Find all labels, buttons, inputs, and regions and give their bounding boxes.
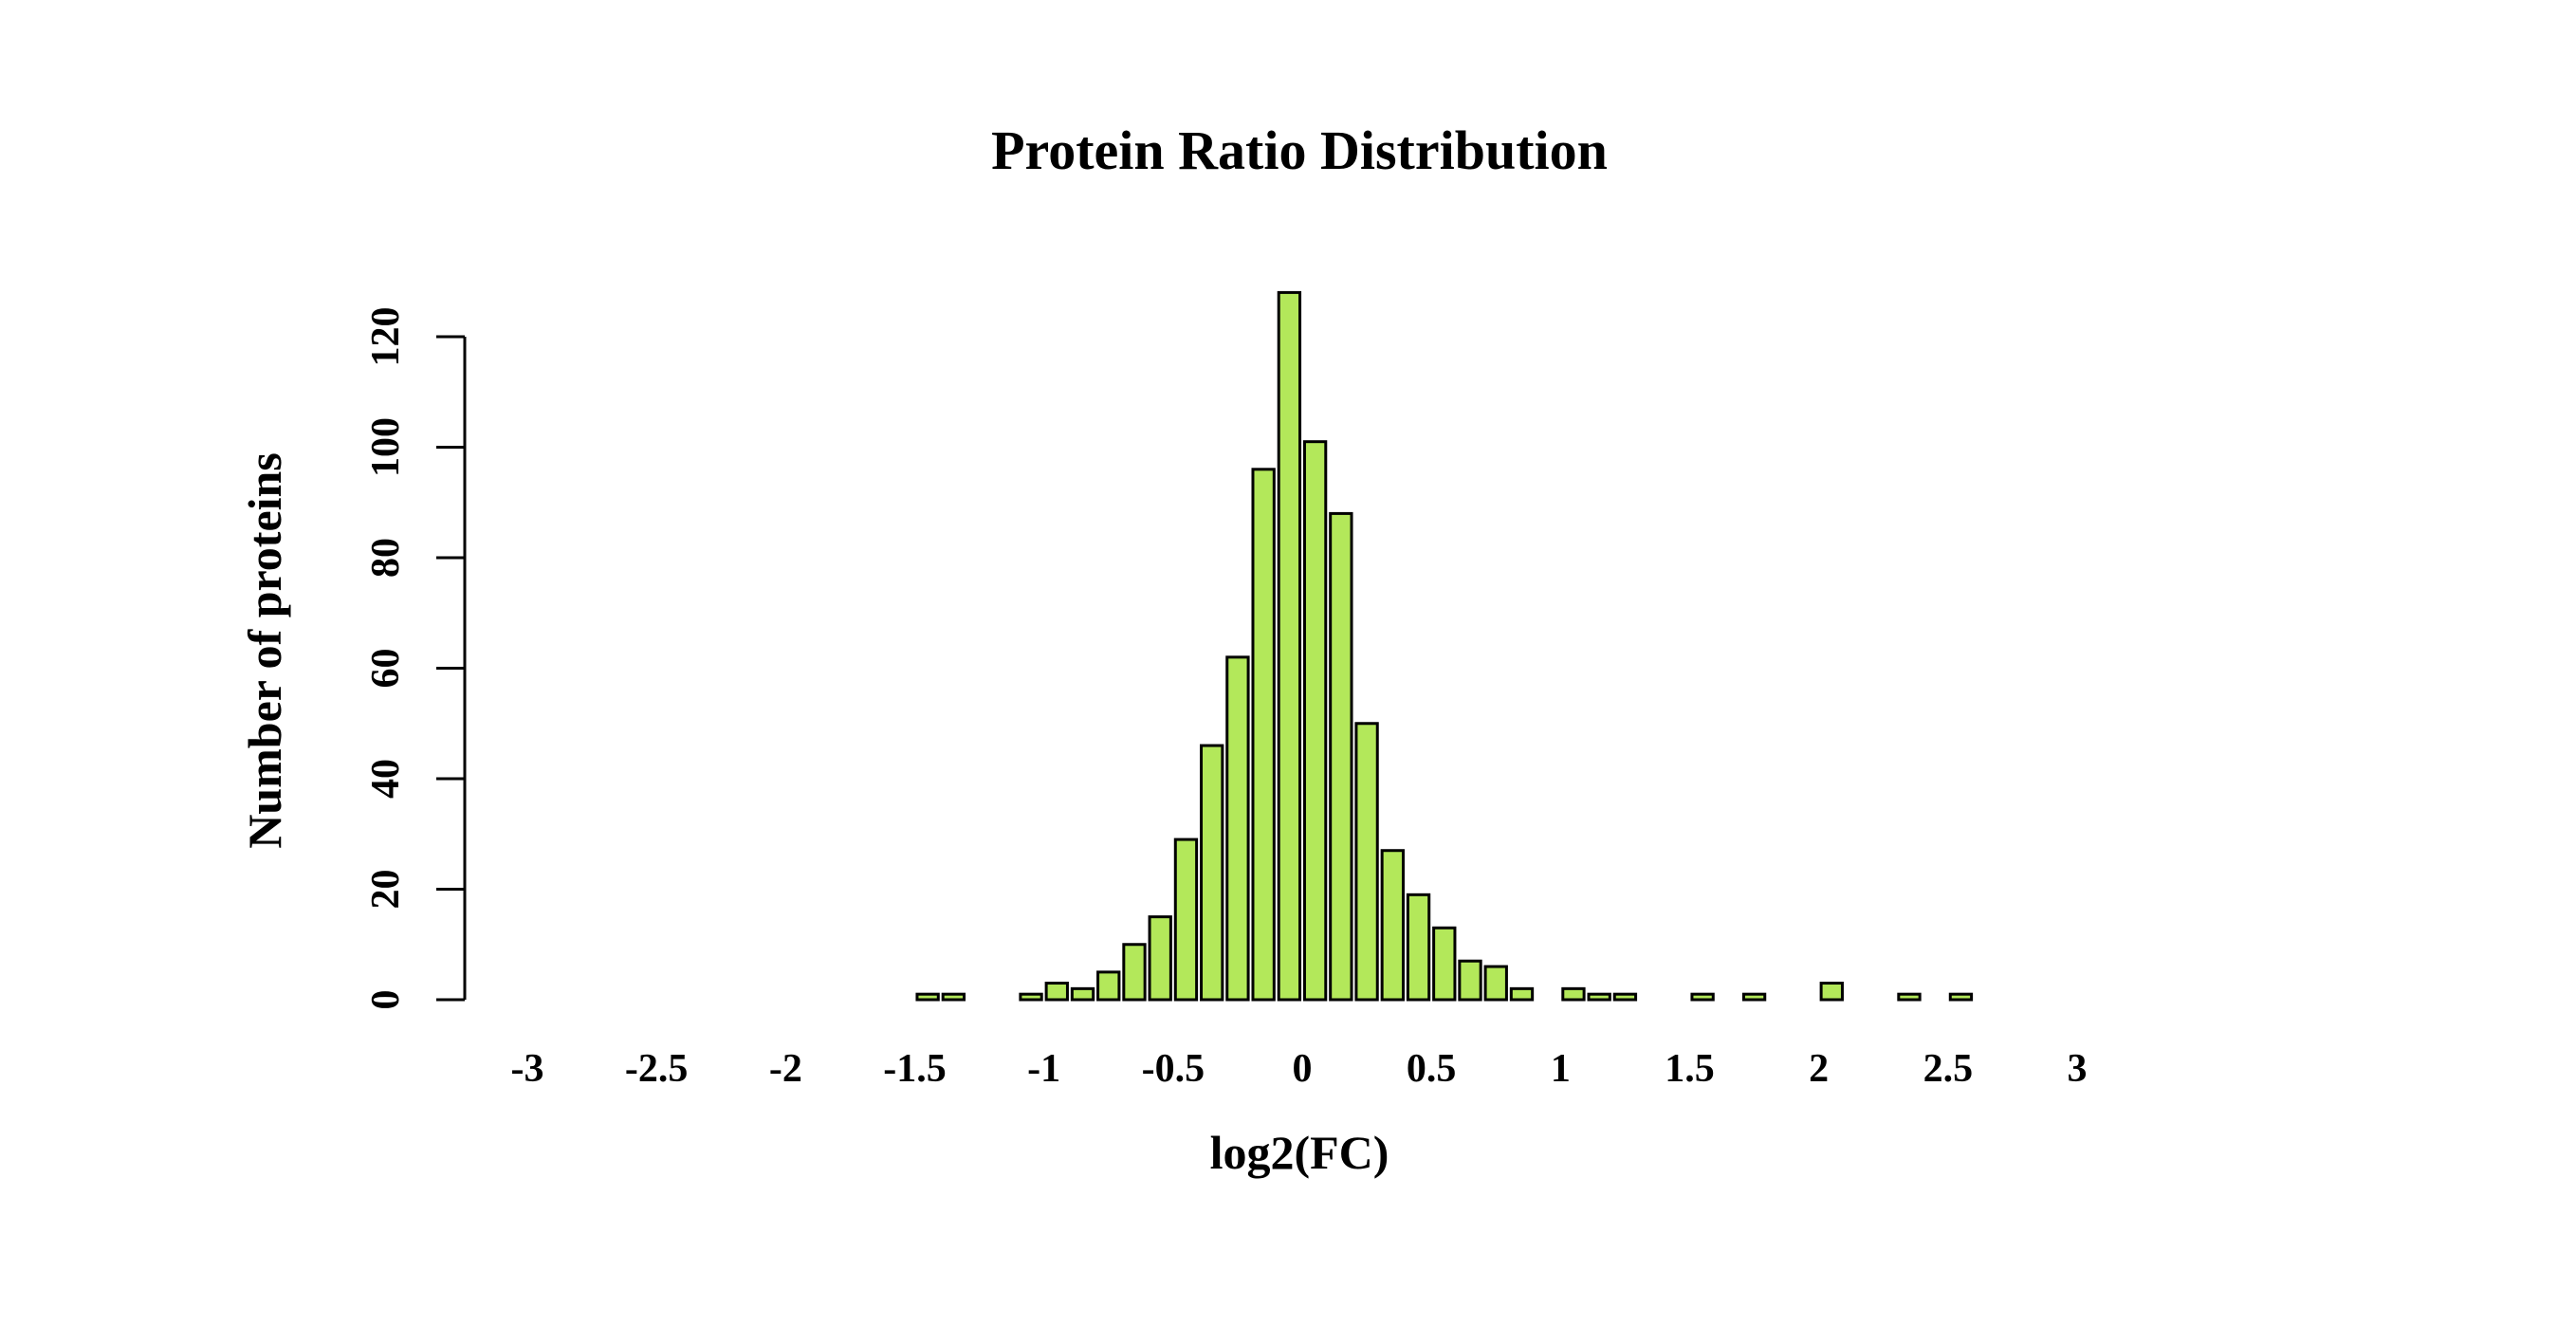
bar xyxy=(1458,959,1482,1002)
bar xyxy=(1819,982,1844,1002)
bar xyxy=(1096,970,1121,1002)
bar xyxy=(1561,986,1586,1002)
bar xyxy=(1122,943,1147,1002)
bar xyxy=(1948,992,1974,1002)
y-tick-label: 120 xyxy=(364,307,408,367)
x-axis-title: log2(FC) xyxy=(1210,1126,1389,1179)
x-tick-label: 0.5 xyxy=(1407,1047,1457,1091)
bar xyxy=(1612,992,1638,1002)
y-tick-label: 60 xyxy=(364,649,408,689)
bar xyxy=(1509,986,1535,1002)
bar xyxy=(1070,986,1095,1002)
y-tick-label: 40 xyxy=(364,759,408,799)
bar xyxy=(1380,849,1405,1002)
x-tick-label: -2.5 xyxy=(625,1047,689,1091)
y-axis-title: Number of proteins xyxy=(238,452,291,849)
bar xyxy=(1200,744,1224,1002)
bar xyxy=(1741,992,1767,1002)
bar xyxy=(1354,722,1379,1002)
x-tick-label: -2 xyxy=(769,1047,802,1091)
bar xyxy=(1406,893,1431,1002)
bar xyxy=(1329,511,1353,1002)
y-tick-label: 20 xyxy=(364,870,408,910)
bar xyxy=(1148,915,1172,1002)
x-axis: -3 -2.5 -2 -1.5 -1 -0.5 0 0.5 1 1.5 2 2.5 3 xyxy=(511,1047,2088,1091)
bar xyxy=(1302,440,1328,1002)
chart-title: Protein Ratio Distribution xyxy=(991,120,1608,181)
y-tick-label: 0 xyxy=(364,990,408,1010)
x-tick-label: -1.5 xyxy=(883,1047,947,1091)
bar xyxy=(1897,992,1922,1002)
bar xyxy=(1432,926,1457,1002)
bar xyxy=(915,992,940,1002)
x-tick-label: 0 xyxy=(1293,1047,1313,1091)
bar xyxy=(1044,982,1069,1002)
bar xyxy=(1225,655,1250,1002)
bars-group xyxy=(915,290,1974,1002)
x-tick-label: -1 xyxy=(1027,1047,1060,1091)
x-tick-label: -0.5 xyxy=(1142,1047,1205,1091)
x-tick-label: -3 xyxy=(511,1047,544,1091)
x-tick-label: 2 xyxy=(1809,1047,1829,1091)
bar xyxy=(1483,965,1508,1002)
bar xyxy=(1690,992,1715,1002)
bar xyxy=(1251,468,1276,1002)
bar xyxy=(1587,992,1611,1002)
bar xyxy=(1019,992,1043,1002)
x-tick-label: 1.5 xyxy=(1665,1047,1715,1091)
bar xyxy=(941,992,966,1002)
y-tick-label: 80 xyxy=(364,538,408,578)
bar xyxy=(1173,838,1199,1002)
y-tick-label: 100 xyxy=(364,417,408,477)
y-axis: 0 20 40 60 80 100 120 xyxy=(364,307,467,1010)
x-tick-label: 2.5 xyxy=(1923,1047,1974,1091)
x-tick-label: 3 xyxy=(2068,1047,2088,1091)
x-tick-label: 1 xyxy=(1551,1047,1571,1091)
bar xyxy=(1277,290,1302,1002)
